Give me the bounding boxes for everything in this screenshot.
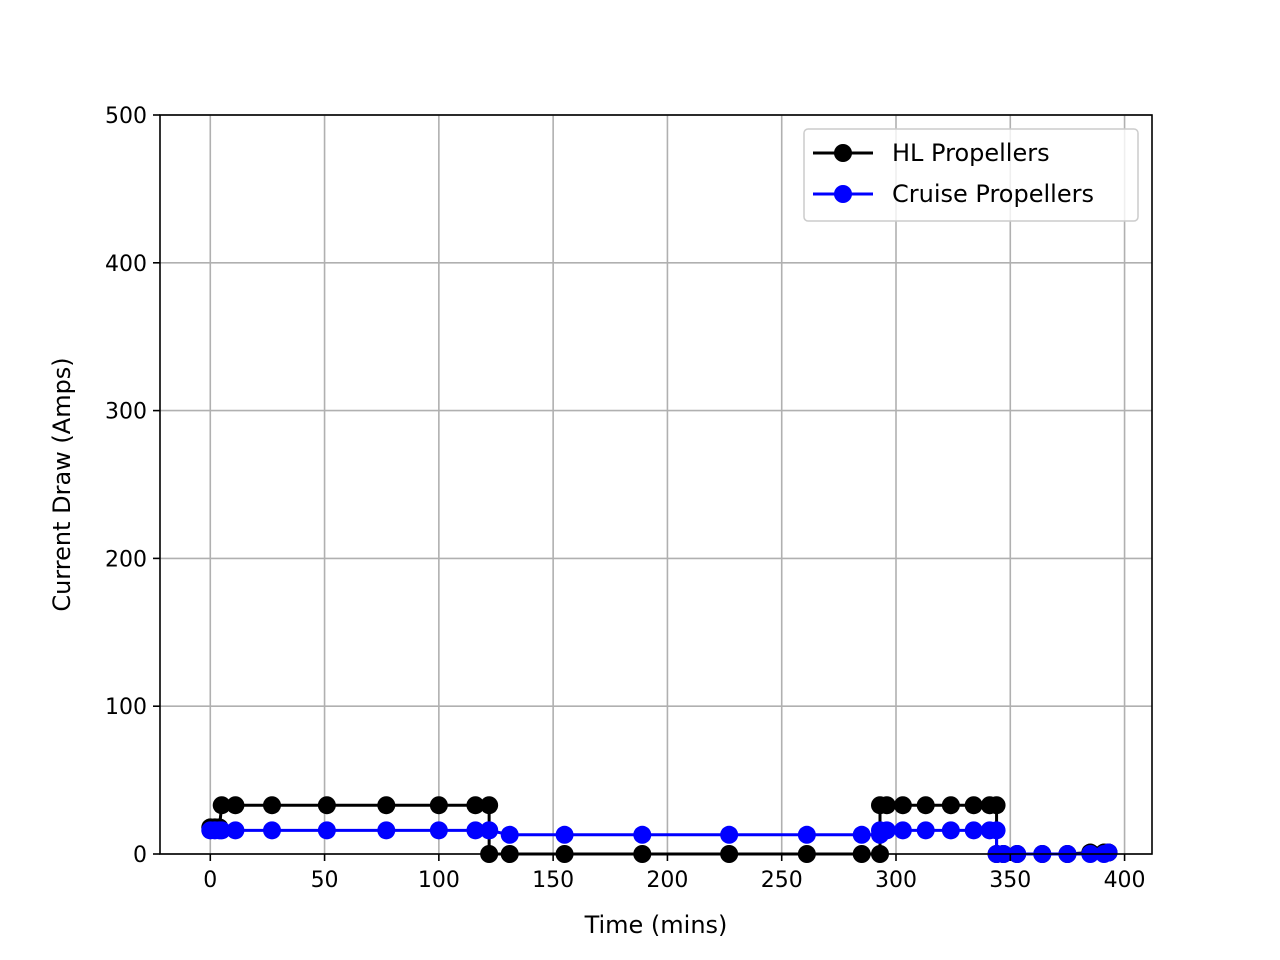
data-point <box>987 821 1006 840</box>
y-tick-label: 400 <box>105 252 147 277</box>
data-point <box>429 821 448 840</box>
data-point <box>212 796 231 815</box>
data-point <box>500 825 519 844</box>
data-point <box>633 825 652 844</box>
x-tick-label: 200 <box>646 868 688 893</box>
x-axis-label: Time (mins) <box>584 911 728 939</box>
data-point <box>226 796 245 815</box>
data-point <box>1099 843 1118 862</box>
y-tick-label: 300 <box>105 400 147 425</box>
data-point <box>429 796 448 815</box>
legend: HL Propellers Cruise Propellers <box>803 128 1139 222</box>
x-tick-label: 150 <box>532 868 574 893</box>
data-point <box>987 796 1006 815</box>
data-point <box>466 796 485 815</box>
y-tick-label: 200 <box>105 547 147 572</box>
legend-marker-cruise-propellers <box>834 185 852 203</box>
data-point <box>212 821 231 840</box>
data-point <box>877 821 896 840</box>
x-tick-label: 250 <box>761 868 803 893</box>
data-point <box>893 796 912 815</box>
x-tick-label: 0 <box>203 868 217 893</box>
data-point <box>377 821 396 840</box>
data-point <box>893 821 912 840</box>
legend-box <box>803 128 1139 222</box>
legend-label-cruise-propellers: Cruise Propellers <box>892 180 1094 208</box>
y-tick-label: 0 <box>133 843 147 868</box>
legend-marker-hl-propellers <box>834 144 852 162</box>
series-layer <box>201 796 1118 863</box>
x-tick-label: 300 <box>875 868 917 893</box>
data-point <box>317 796 336 815</box>
data-point <box>226 821 245 840</box>
data-point <box>941 796 960 815</box>
x-tick-label: 100 <box>418 868 460 893</box>
data-point <box>466 821 485 840</box>
y-axis-label: Current Draw (Amps) <box>48 357 76 611</box>
data-point <box>263 821 281 840</box>
data-point <box>916 821 935 840</box>
data-point <box>720 825 739 844</box>
data-point <box>555 825 574 844</box>
y-tick-label: 500 <box>105 104 147 129</box>
axis-ticks: 0 50 100 150 200 250 300 350 400 0 100 200 300 400 500 <box>105 104 1146 893</box>
data-point <box>377 796 396 815</box>
x-tick-label: 50 <box>311 868 339 893</box>
data-point <box>480 821 499 840</box>
plot-frame <box>159 114 1153 855</box>
x-tick-label: 400 <box>1104 868 1146 893</box>
data-point <box>941 821 960 840</box>
x-tick-label: 350 <box>989 868 1031 893</box>
data-point <box>852 825 871 844</box>
data-point <box>964 796 983 815</box>
data-point <box>480 796 499 815</box>
legend-label-hl-propellers: HL Propellers <box>892 139 1050 167</box>
data-point <box>317 821 336 840</box>
y-tick-label: 100 <box>105 695 147 720</box>
data-point <box>263 796 281 815</box>
data-point <box>797 825 816 844</box>
data-point <box>964 821 983 840</box>
data-point <box>877 796 896 815</box>
data-point <box>916 796 935 815</box>
